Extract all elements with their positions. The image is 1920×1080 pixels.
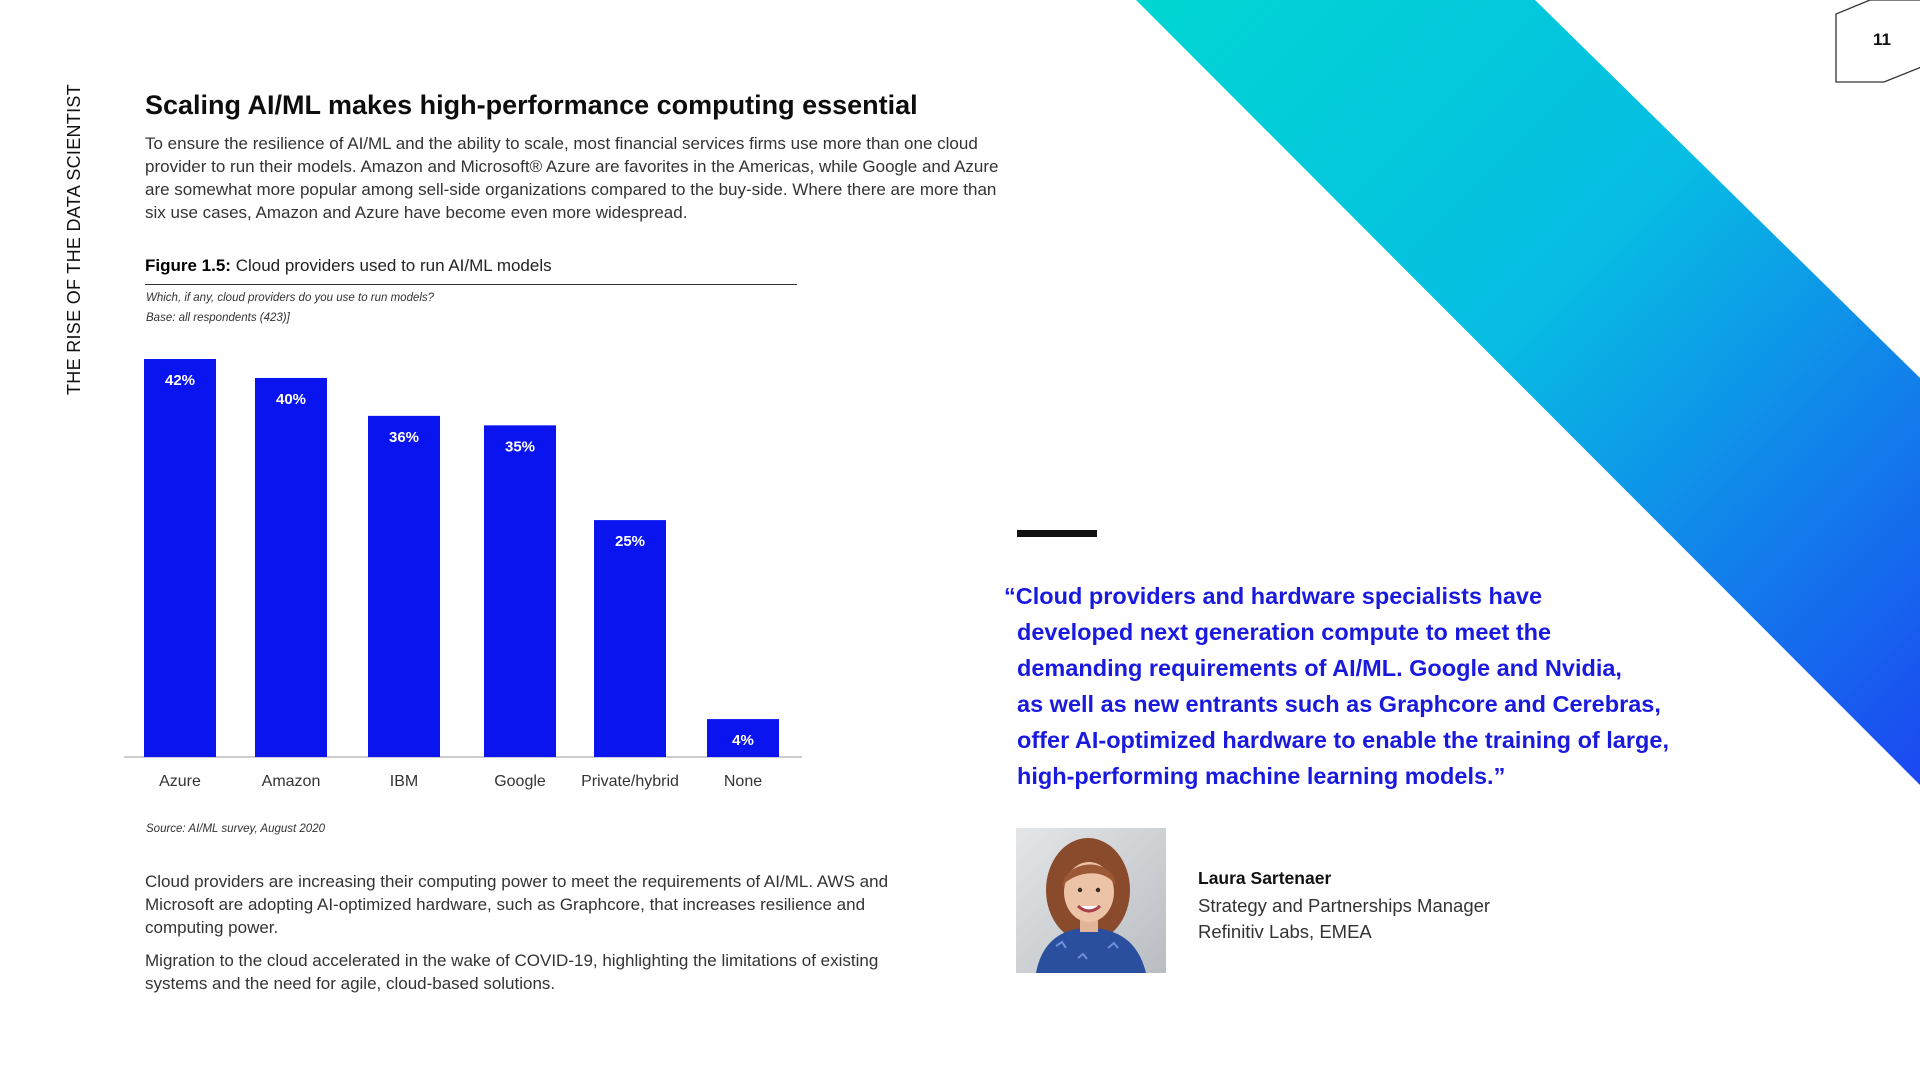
quote-line: offer AI-optimized hardware to enable th… xyxy=(1017,727,1669,753)
pull-quote: “Cloud providers and hardware specialist… xyxy=(1004,578,1804,794)
figure-title: Cloud providers used to run AI/ML models xyxy=(235,256,552,275)
person-organization: Refinitiv Labs, EMEA xyxy=(1198,921,1372,942)
page-number: 11 xyxy=(1873,30,1891,49)
body-paragraph-2: Migration to the cloud accelerated in th… xyxy=(145,951,879,993)
bar-amazon xyxy=(255,377,327,757)
bar-google xyxy=(484,425,556,757)
bar-none xyxy=(707,719,779,757)
page-number-tab xyxy=(1835,0,1920,83)
category-label: IBM xyxy=(390,773,418,790)
category-label: None xyxy=(724,773,762,790)
figure-caption: Figure 1.5: Cloud providers used to run … xyxy=(145,256,552,276)
figure-divider xyxy=(145,284,797,285)
bar-private-hybrid xyxy=(594,520,666,757)
figure-label: Figure 1.5: xyxy=(145,256,231,275)
quote-dash-divider xyxy=(1017,530,1097,537)
figure-question: Which, if any, cloud providers do you us… xyxy=(146,292,435,304)
bar-azure xyxy=(144,359,216,757)
figure-base-note: Base: all respondents (423)] xyxy=(146,312,290,324)
category-label: Amazon xyxy=(262,773,321,790)
person-role: Strategy and Partnerships Manager xyxy=(1198,895,1491,916)
bar-ibm xyxy=(368,415,440,757)
page-headline: Scaling AI/ML makes high-performance com… xyxy=(145,90,918,120)
bar-value-label: 25% xyxy=(615,533,645,550)
figure-source: Source: AI/ML survey, August 2020 xyxy=(146,823,325,835)
quote-line: “Cloud providers and hardware specialist… xyxy=(1004,583,1543,609)
intro-paragraph: To ensure the resilience of AI/ML and th… xyxy=(145,134,999,222)
body-paragraph-1: Cloud providers are increasing their com… xyxy=(145,872,889,937)
bar-value-label: 36% xyxy=(389,429,419,446)
category-label: Private/hybrid xyxy=(581,773,679,790)
bar-value-label: 4% xyxy=(732,732,754,749)
bar-value-label: 42% xyxy=(165,372,195,389)
quote-line: demanding requirements of AI/ML. Google … xyxy=(1017,655,1622,681)
quote-line: developed next generation compute to mee… xyxy=(1017,619,1552,645)
side-section-title: THE RISE OF THE DATA SCIENTIST xyxy=(64,83,84,395)
category-label: Azure xyxy=(159,773,201,790)
quote-line: as well as new entrants such as Graphcor… xyxy=(1017,691,1661,717)
bar-value-label: 40% xyxy=(276,391,306,408)
quote-line: high-performing machine learning models.… xyxy=(1017,763,1506,789)
person-name: Laura Sartenaer xyxy=(1198,868,1332,888)
bar-value-label: 35% xyxy=(505,438,535,455)
person-portrait xyxy=(1016,828,1166,973)
category-label: Google xyxy=(494,773,546,790)
